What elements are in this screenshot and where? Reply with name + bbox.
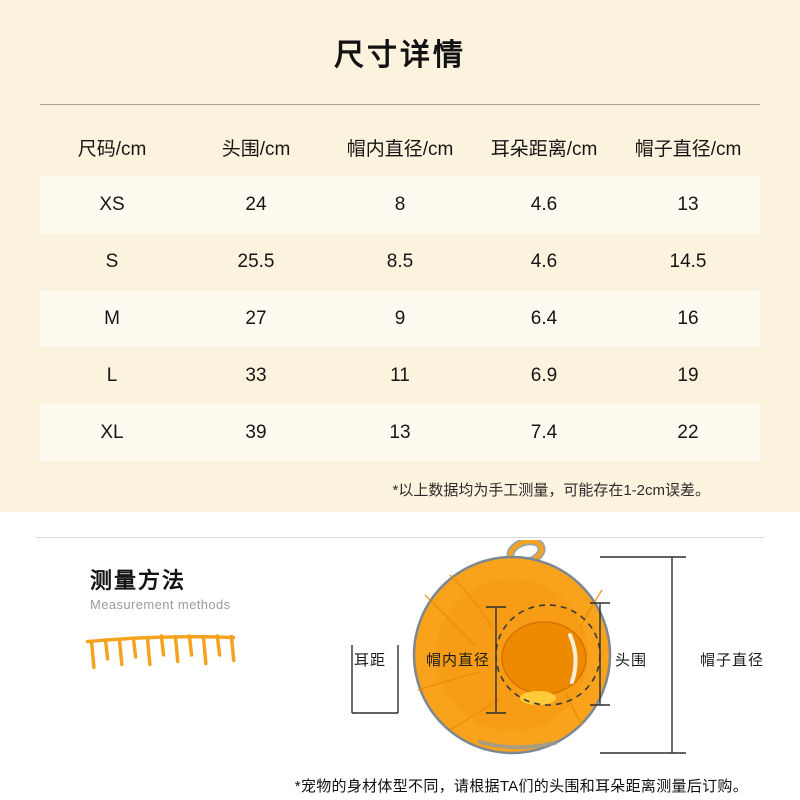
hat-highlight bbox=[568, 633, 578, 684]
measurement-method-section: 测量方法 Measurement methods bbox=[0, 537, 800, 800]
size-value-cell: 4.6 bbox=[530, 250, 558, 272]
size-label-cell: S bbox=[105, 250, 119, 272]
size-label-cell: L bbox=[106, 364, 118, 386]
measurement-tolerance-note: *以上数据均为手工测量，可能存在1-2cm误差。 bbox=[392, 482, 710, 499]
size-value-cell: 39 bbox=[245, 421, 267, 443]
size-section-title: 尺寸详情 bbox=[334, 39, 466, 72]
order-note: *宠物的身材体型不同，请根据TA们的头围和耳朵距离测量后订购。 bbox=[294, 778, 748, 795]
size-table-header-cell: 耳朵距离/cm bbox=[490, 139, 598, 160]
section-divider bbox=[36, 537, 764, 538]
size-table-header-cell: 帽内直径/cm bbox=[346, 139, 454, 160]
size-value-cell: 25.5 bbox=[237, 250, 275, 272]
size-value-cell: 13 bbox=[389, 421, 411, 443]
title-divider bbox=[40, 104, 760, 105]
label-hat-diameter: 帽子直径 bbox=[700, 652, 765, 669]
measure-method-subtitle: Measurement methods bbox=[90, 597, 231, 612]
size-value-cell: 22 bbox=[677, 421, 699, 443]
measure-method-title: 测量方法 bbox=[90, 568, 187, 593]
size-table-row: XL 39 13 7.4 22 bbox=[40, 404, 760, 461]
size-label-cell: XL bbox=[100, 421, 124, 443]
size-details-section: 尺寸详情 尺码/cm 头围/cm 帽内直径/cm 耳朵距离/cm 帽子直径/cm XS 2… bbox=[0, 0, 800, 512]
size-value-cell: 7.4 bbox=[530, 421, 558, 443]
size-table-header-cell: 帽子直径/cm bbox=[634, 139, 742, 160]
size-value-cell: 6.9 bbox=[530, 364, 558, 386]
size-value-cell: 9 bbox=[394, 307, 406, 329]
size-value-cell: 11 bbox=[390, 364, 410, 386]
size-label-cell: M bbox=[104, 307, 120, 329]
size-value-cell: 4.6 bbox=[530, 193, 558, 215]
size-table-row: S 25.5 8.5 4.6 14.5 bbox=[40, 233, 760, 290]
size-table-header-row: 尺码/cm 头围/cm 帽内直径/cm 耳朵距离/cm 帽子直径/cm bbox=[40, 119, 760, 176]
label-ear-distance: 耳距 bbox=[354, 652, 387, 669]
size-value-cell: 24 bbox=[245, 193, 267, 215]
label-inner-diameter: 帽内直径 bbox=[426, 652, 491, 669]
hat-strap bbox=[520, 691, 556, 705]
size-table-row: L 33 11 6.9 19 bbox=[40, 347, 760, 404]
label-head-circumference: 头围 bbox=[615, 652, 648, 669]
size-value-cell: 16 bbox=[677, 307, 699, 329]
size-table-row: XS 24 8 4.6 13 bbox=[40, 176, 760, 233]
size-value-cell: 6.4 bbox=[530, 307, 558, 329]
size-value-cell: 27 bbox=[245, 307, 267, 329]
ruler-icon bbox=[85, 634, 236, 670]
size-value-cell: 13 bbox=[677, 193, 699, 215]
ear-slot-edge bbox=[478, 740, 557, 750]
size-value-cell: 19 bbox=[677, 364, 699, 386]
size-table-body: XS 24 8 4.6 13 S 25.5 8.5 4.6 14.5 M 27 9 6.4 16 L 33 11 6… bbox=[40, 176, 760, 461]
size-value-cell: 33 bbox=[245, 364, 267, 386]
dimension-lines bbox=[351, 556, 686, 754]
size-table-header-cell: 头围/cm bbox=[221, 139, 291, 160]
size-table-row: M 27 9 6.4 16 bbox=[40, 290, 760, 347]
size-value-cell: 8.5 bbox=[386, 250, 414, 272]
size-table: 尺码/cm 头围/cm 帽内直径/cm 耳朵距离/cm 帽子直径/cm XS 24 8 4.6… bbox=[40, 119, 760, 461]
size-value-cell: 14.5 bbox=[669, 250, 707, 272]
size-label-cell: XS bbox=[99, 193, 125, 215]
hat-diagram bbox=[351, 540, 686, 755]
size-table-header-cell: 尺码/cm bbox=[77, 139, 147, 160]
size-value-cell: 8 bbox=[394, 193, 406, 215]
